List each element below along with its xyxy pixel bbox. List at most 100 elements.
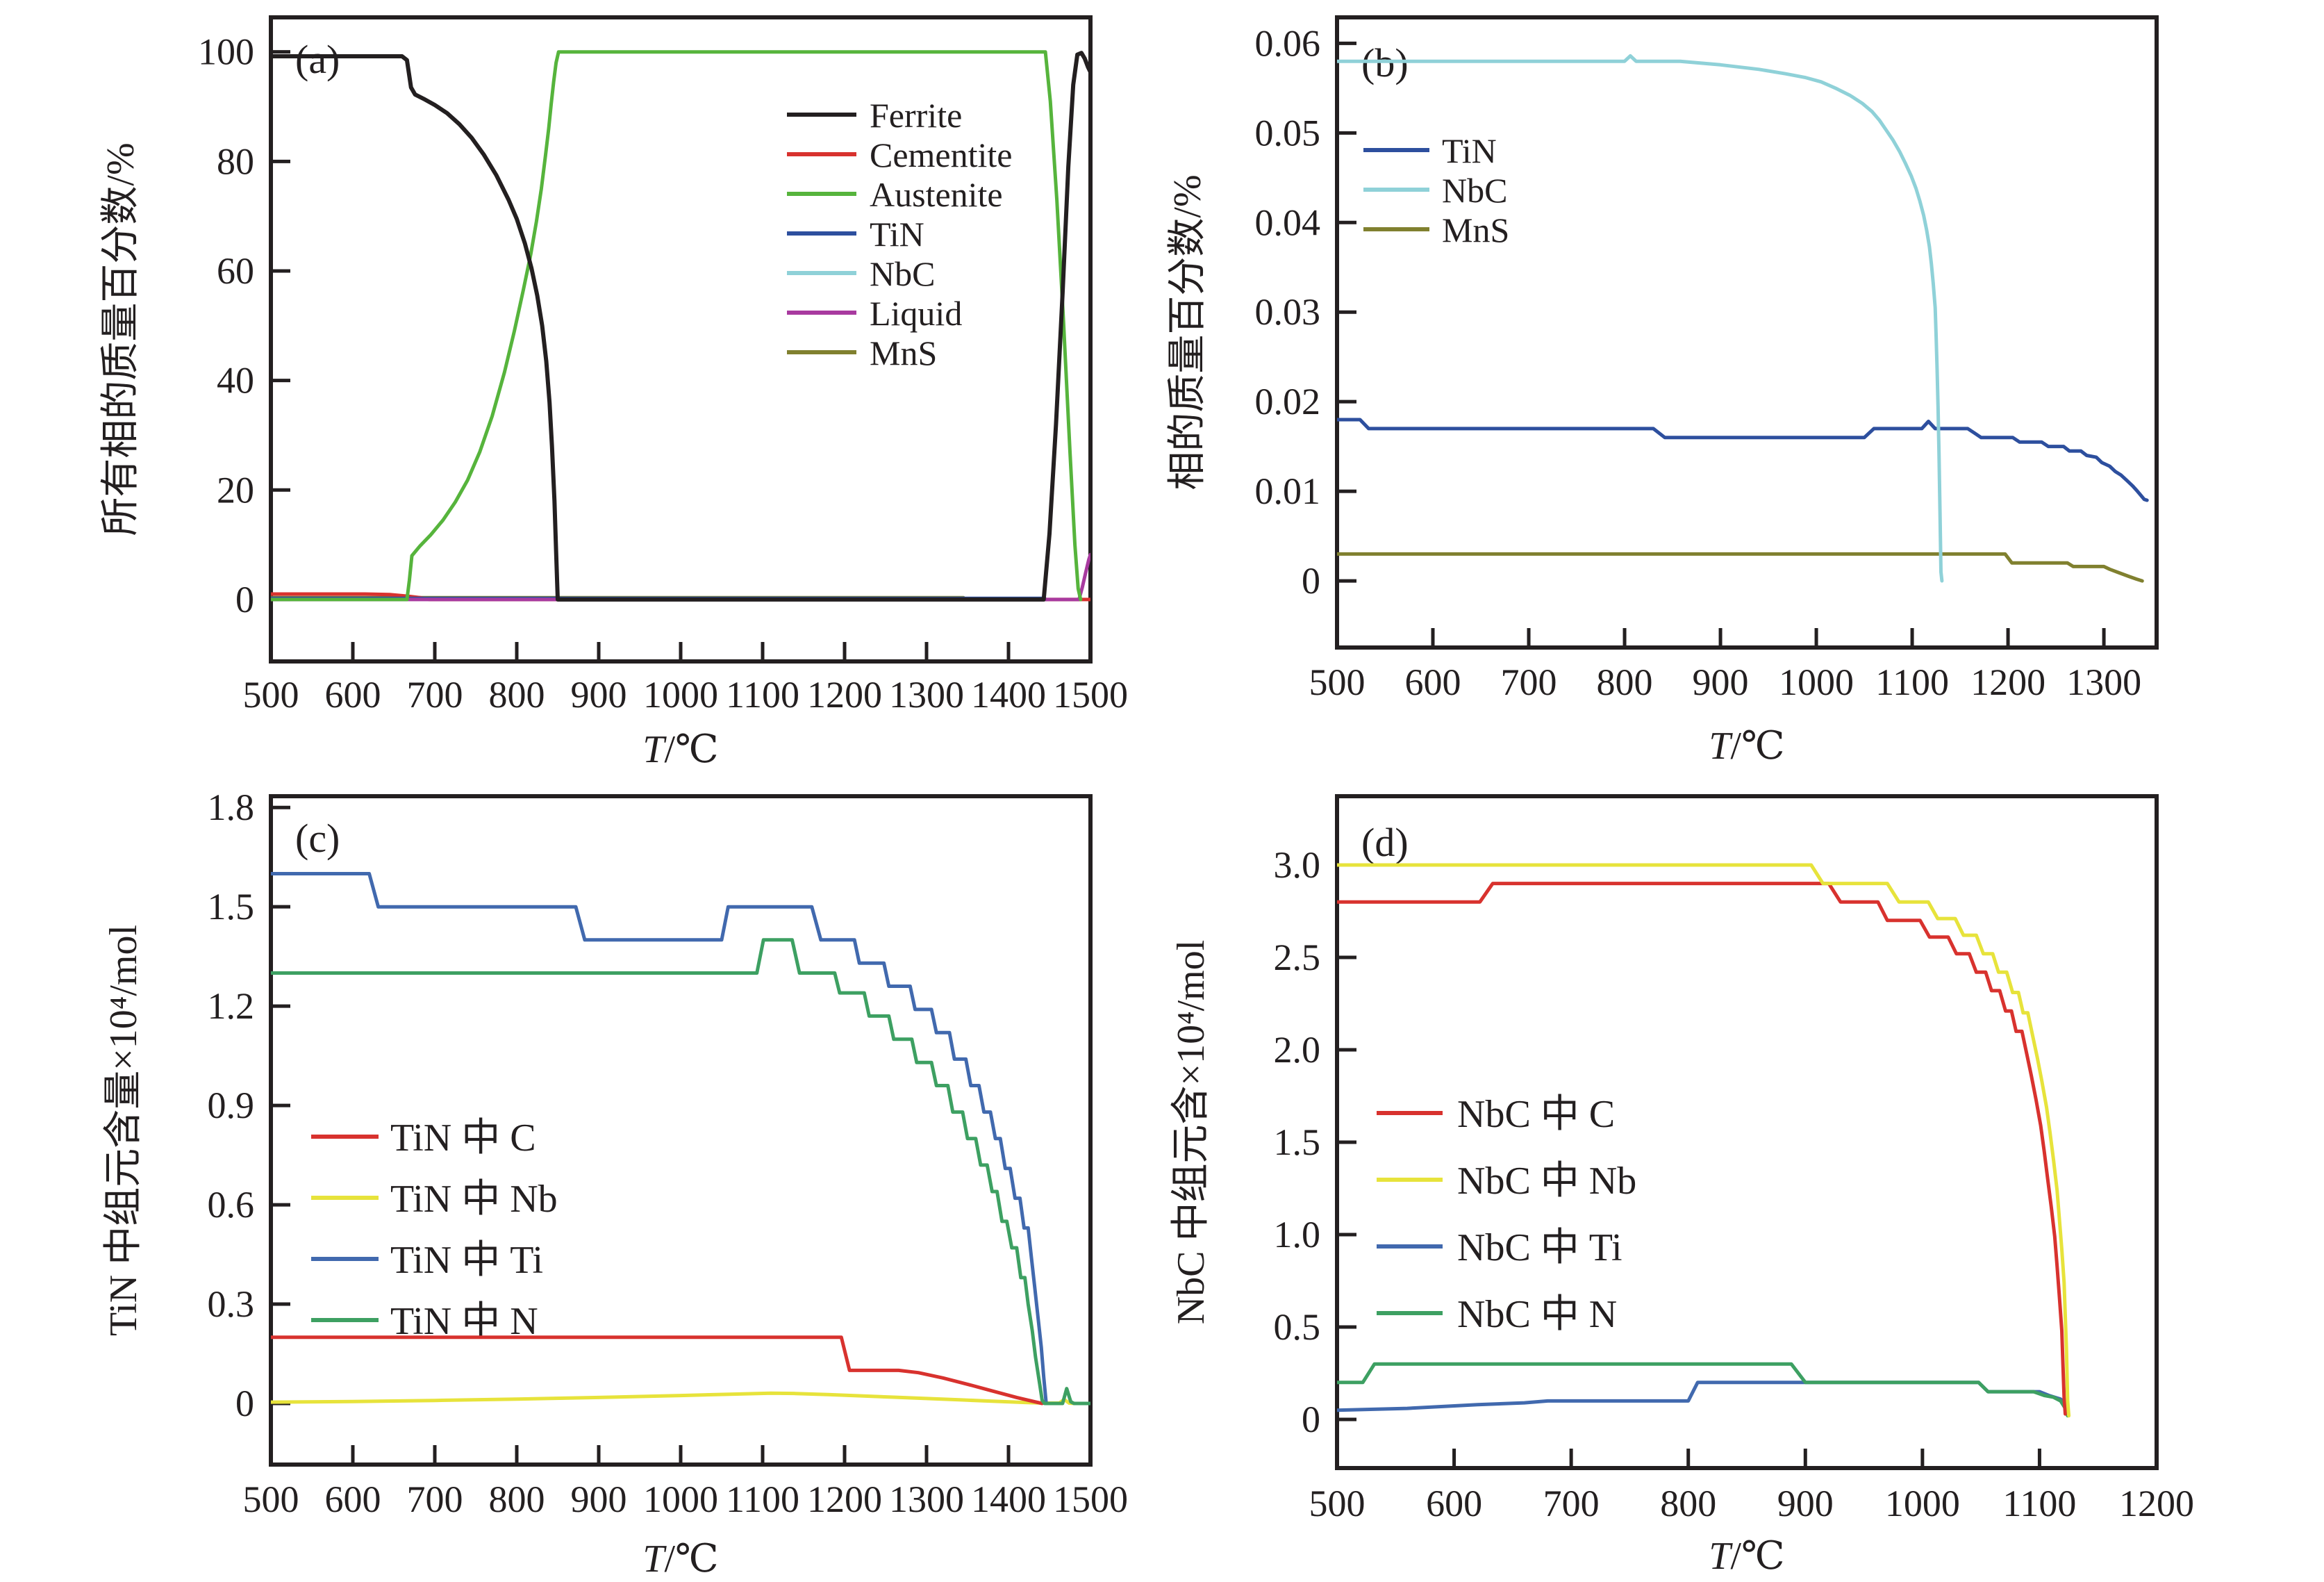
series-TiN 中 N xyxy=(271,938,1090,1406)
series-NbC 中 C xyxy=(1337,882,2067,1416)
series-Ferrite xyxy=(271,51,1090,602)
legend-item: NbC 中 N xyxy=(1377,1293,1617,1336)
legend-item: NbC xyxy=(1363,171,1507,210)
y-tick-label: 0.3 xyxy=(208,1283,255,1325)
x-tick-label: 1100 xyxy=(726,1478,799,1520)
y-tick-label: 1.2 xyxy=(208,985,255,1027)
x-tick-label: 1200 xyxy=(807,674,882,716)
legend-label: TiN 中 Ti xyxy=(390,1239,543,1282)
panel-c: 500 600 700 800 900 1000 1100 1200 1300 1400 1500 0… xyxy=(102,786,1128,1581)
legend-item: Ferrite xyxy=(787,96,962,135)
y-tick-label: 0.5 xyxy=(1274,1306,1321,1348)
panel-d: 500 600 700 800 900 1000 1100 1200 0 0.5 1.0 1.5 2.0… xyxy=(1170,794,2194,1578)
x-tick-label: 900 xyxy=(571,674,627,716)
y-tick-label: 20 xyxy=(217,469,254,511)
x-tick-label: 500 xyxy=(243,674,299,716)
plot-border xyxy=(269,15,1093,664)
x-tick-label: 1300 xyxy=(2066,661,2141,703)
legend-item: MnS xyxy=(787,333,937,372)
legend-label: TiN 中 Nb xyxy=(390,1178,558,1221)
legend-label: NbC xyxy=(1442,171,1507,210)
y-tick-label: 3.0 xyxy=(1274,844,1321,886)
x-tick-label: 800 xyxy=(489,674,545,716)
series-group xyxy=(271,872,1090,1406)
x-tick-label: 1400 xyxy=(971,1478,1046,1520)
series-NbC 中 Nb xyxy=(1337,863,2071,1418)
y-tick-label: 1.5 xyxy=(1274,1121,1321,1163)
x-tick-label: 800 xyxy=(1597,661,1653,703)
y-tick-label: 0.01 xyxy=(1255,470,1321,512)
x-tick-label: 1300 xyxy=(889,674,964,716)
legend-label: Liquid xyxy=(870,294,962,333)
x-tick-label: 1200 xyxy=(807,1478,882,1520)
x-tick-label: 1000 xyxy=(643,674,718,716)
panel-tag: (d) xyxy=(1361,820,1409,865)
legend-label: Austenite xyxy=(870,175,1003,214)
x-tick-label: 900 xyxy=(571,1478,627,1520)
y-tick-label: 0.04 xyxy=(1255,201,1321,243)
x-tick-label: 500 xyxy=(1309,1483,1366,1524)
x-tick-label: 1500 xyxy=(1053,674,1128,716)
y-tick-label: 1.8 xyxy=(208,786,255,828)
legend-label: TiN xyxy=(1442,131,1497,170)
legend-label: NbC 中 N xyxy=(1457,1293,1617,1336)
panel-tag: (c) xyxy=(295,816,340,861)
x-tick-label: 1200 xyxy=(2119,1483,2194,1524)
legend-item: NbC 中 Nb xyxy=(1377,1160,1636,1203)
legend-item: NbC xyxy=(787,254,935,293)
legend-item: Austenite xyxy=(787,175,1003,214)
legend-item: TiN 中 Nb xyxy=(311,1178,558,1221)
legend-item: NbC 中 Ti xyxy=(1377,1226,1622,1269)
x-tick-label: 700 xyxy=(407,1478,463,1520)
legend-label: NbC 中 C xyxy=(1457,1093,1615,1136)
series-group xyxy=(1337,863,2071,1418)
y-tick-label: 2.0 xyxy=(1274,1029,1321,1071)
x-tick-label: 700 xyxy=(1543,1483,1600,1524)
x-tick-label: 800 xyxy=(1660,1483,1716,1524)
y-tick-label: 0 xyxy=(1302,560,1320,602)
y-tick-label: 0.06 xyxy=(1255,22,1321,64)
panel-a: 500 600 700 800 900 1000 1100 1200 1300 1400 1500 0… xyxy=(99,15,1128,771)
x-tick-label: 600 xyxy=(1405,661,1461,703)
x-tick-label: 600 xyxy=(325,674,381,716)
series-TiN xyxy=(1337,418,2149,502)
y-tick-label: 0.6 xyxy=(208,1184,255,1226)
series-TiN 中 Nb xyxy=(271,1391,1090,1406)
legend-label: Ferrite xyxy=(870,96,962,135)
x-tick-label: 800 xyxy=(489,1478,545,1520)
legend: NbC 中 C NbC 中 Nb NbC 中 Ti NbC 中 N xyxy=(1377,1093,1636,1336)
y-tick-label: 1.0 xyxy=(1274,1214,1321,1255)
y-tick-label: 0.05 xyxy=(1255,112,1321,154)
x-axis-label: T/℃ xyxy=(642,1538,718,1581)
series-Liquid xyxy=(271,552,1090,602)
legend-label: Cementite xyxy=(870,135,1013,174)
legend-label: TiN 中 C xyxy=(390,1117,536,1160)
legend-item: TiN 中 C xyxy=(311,1117,536,1160)
legend-label: MnS xyxy=(870,333,937,372)
x-tick-label: 600 xyxy=(325,1478,381,1520)
panel-tag: (a) xyxy=(295,37,340,82)
plot-border xyxy=(1335,15,2159,650)
y-tick-label: 40 xyxy=(217,360,254,402)
series-TiN 中 C xyxy=(271,1335,1044,1406)
legend-label: NbC 中 Nb xyxy=(1457,1160,1636,1203)
y-tick-label: 0.9 xyxy=(208,1085,255,1126)
plot-border xyxy=(1335,794,2159,1470)
y-tick-label: 0.03 xyxy=(1255,291,1321,333)
y-tick-label: 0 xyxy=(1302,1399,1320,1440)
x-tick-label: 900 xyxy=(1693,661,1749,703)
legend-item: TiN xyxy=(1363,131,1497,170)
x-tick-label: 1000 xyxy=(1779,661,1854,703)
legend-item: Cementite xyxy=(787,135,1013,174)
legend-item: Liquid xyxy=(787,294,962,333)
x-tick-label: 700 xyxy=(1501,661,1557,703)
legend-label: NbC xyxy=(870,254,935,293)
x-tick-label: 700 xyxy=(407,674,463,716)
x-axis-label: T/℃ xyxy=(1709,1535,1784,1578)
y-axis-label: 相的质量百分数/% xyxy=(1166,174,1209,490)
legend-item: MnS xyxy=(1363,211,1509,249)
series-group xyxy=(1337,53,2149,583)
